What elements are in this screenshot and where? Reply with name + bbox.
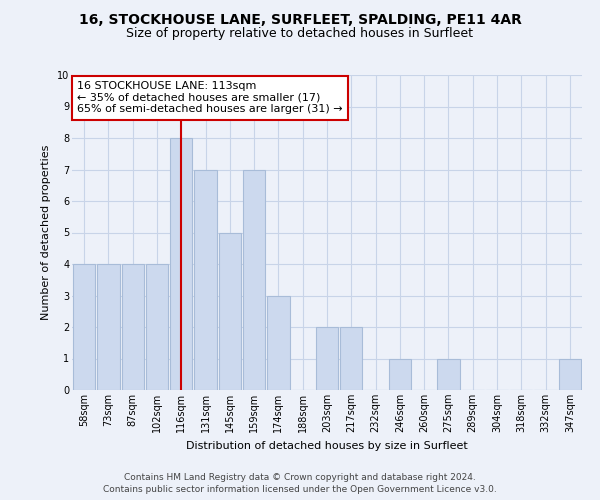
Bar (170, 138, 193, 390)
Bar (559, 358, 581, 390)
Bar (122, 264, 144, 390)
Bar (316, 327, 338, 390)
Text: Contains HM Land Registry data © Crown copyright and database right 2024.: Contains HM Land Registry data © Crown c… (124, 473, 476, 482)
Bar (97, 264, 119, 390)
Y-axis label: Number of detached properties: Number of detached properties (41, 145, 52, 320)
Bar (340, 327, 362, 390)
Bar (73, 264, 95, 390)
Text: 16, STOCKHOUSE LANE, SURFLEET, SPALDING, PE11 4AR: 16, STOCKHOUSE LANE, SURFLEET, SPALDING,… (79, 12, 521, 26)
X-axis label: Distribution of detached houses by size in Surfleet: Distribution of detached houses by size … (186, 440, 468, 450)
Bar (146, 264, 168, 390)
Text: Contains public sector information licensed under the Open Government Licence v3: Contains public sector information licen… (103, 486, 497, 494)
Text: 16 STOCKHOUSE LANE: 113sqm
← 35% of detached houses are smaller (17)
65% of semi: 16 STOCKHOUSE LANE: 113sqm ← 35% of deta… (77, 82, 343, 114)
Bar (218, 232, 241, 390)
Bar (389, 358, 411, 390)
Bar (194, 170, 217, 390)
Bar (267, 296, 290, 390)
Text: Size of property relative to detached houses in Surfleet: Size of property relative to detached ho… (127, 28, 473, 40)
Bar (243, 170, 265, 390)
Bar (437, 358, 460, 390)
